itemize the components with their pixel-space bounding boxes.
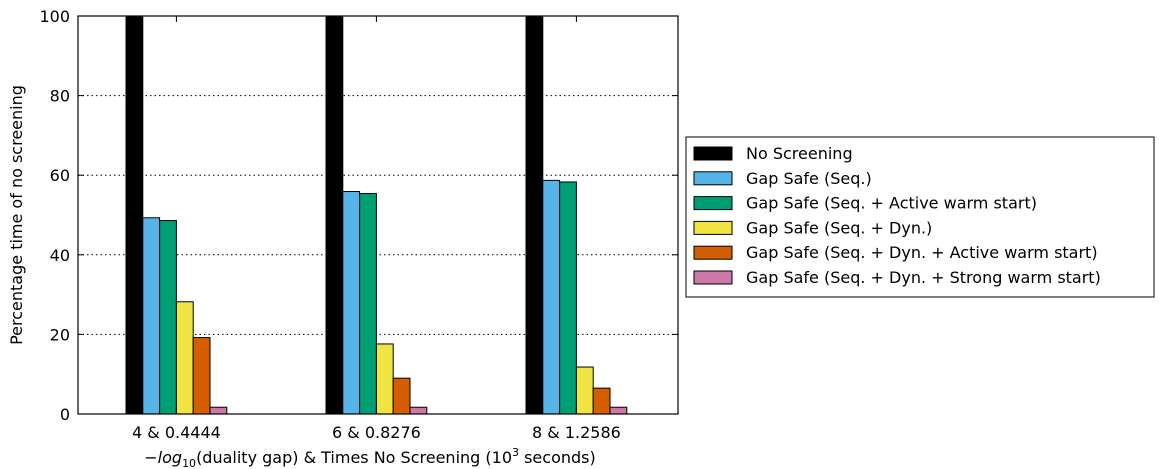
bar [392, 377, 411, 415]
y-tick-label: 0 [60, 405, 70, 424]
bar [159, 220, 177, 415]
bar [142, 217, 161, 415]
legend-swatch [693, 196, 733, 211]
y-axis-label: Percentage time of no screening [7, 85, 26, 345]
plot-frame [77, 15, 679, 415]
bar [525, 15, 544, 415]
bar [375, 343, 394, 415]
legend-label: No Screening [746, 144, 853, 163]
bar [175, 301, 194, 415]
y-tick-label: 100 [39, 7, 70, 26]
bar [359, 193, 377, 415]
x-axis-label: −log10(duality gap) & Times No Screening… [144, 446, 595, 469]
y-axis-ticks: 0 20 40 60 80 100 [39, 7, 678, 424]
legend-label: Gap Safe (Seq. + Dyn. + Strong warm star… [746, 268, 1101, 287]
legend-swatch [693, 270, 733, 285]
y-tick-label: 40 [50, 246, 70, 265]
bar [209, 406, 228, 415]
legend-swatch [693, 146, 733, 161]
bar [575, 366, 594, 415]
bar [609, 406, 628, 415]
x-tick-label: 6 & 0.8276 [332, 423, 421, 442]
x-axis-ticks: 4 & 0.4444 6 & 0.8276 8 & 1.2586 [132, 16, 621, 442]
bar [342, 191, 361, 415]
x-tick-label: 8 & 1.2586 [532, 423, 621, 442]
y-tick-label: 20 [50, 325, 70, 344]
legend-label: Gap Safe (Seq. + Dyn. + Active warm star… [746, 243, 1098, 262]
legend-box [685, 136, 1155, 298]
bar [325, 15, 344, 415]
bar [559, 181, 577, 415]
bar [542, 179, 561, 415]
bars [125, 15, 628, 415]
legend-label: Gap Safe (Seq. + Dyn.) [746, 218, 932, 237]
legend-label: Gap Safe (Seq.) [746, 169, 872, 188]
y-tick-label: 60 [50, 166, 70, 185]
legend: No Screening Gap Safe (Seq.) Gap Safe (Seq… [685, 136, 1155, 298]
legend-swatch [693, 171, 733, 186]
bar [592, 387, 611, 415]
bar [125, 15, 144, 415]
bar [192, 337, 211, 415]
x-tick-label: 4 & 0.4444 [132, 423, 221, 442]
y-tick-label: 80 [50, 87, 70, 106]
bar [409, 406, 428, 415]
legend-swatch [693, 220, 733, 235]
legend-label: Gap Safe (Seq. + Active warm start) [746, 194, 1037, 213]
legend-swatch [693, 245, 733, 260]
